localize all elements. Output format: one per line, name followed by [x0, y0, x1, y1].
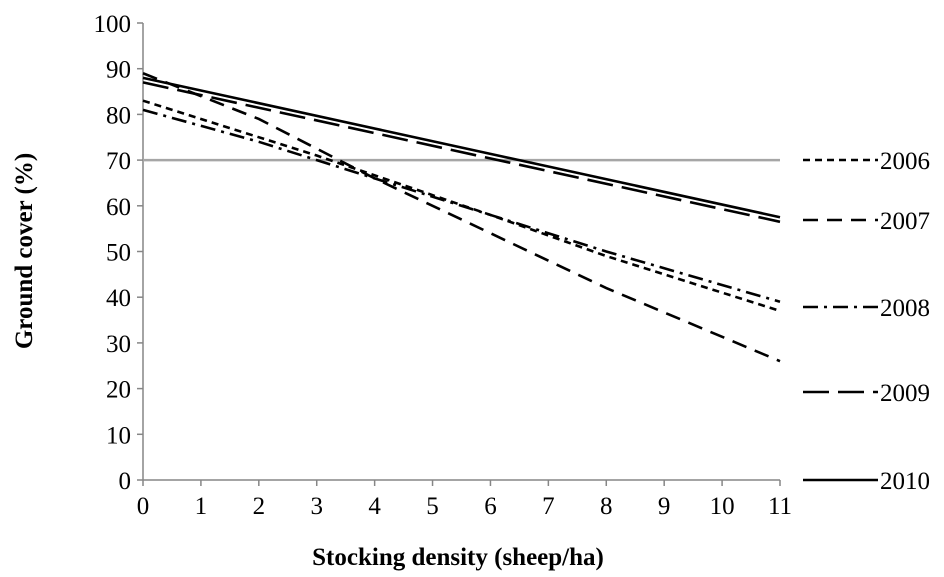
series-line-2010	[142, 76, 781, 219]
x-tick-label: 8	[600, 493, 613, 520]
y-tick-label: 70	[106, 148, 131, 175]
y-tick-label: 100	[94, 11, 132, 38]
x-axis-title: Stocking density (sheep/ha)	[312, 544, 604, 571]
x-axis-tick-labels: 0 1 2 3 4 5 6 7 8 9 10 11	[137, 493, 792, 520]
series-line-2008	[142, 108, 781, 304]
y-tick-label: 0	[119, 468, 132, 495]
y-tick-label: 50	[106, 240, 131, 267]
y-axis-tick-labels: 0 10 20 30 40 50 60 70 80 90 100	[94, 11, 132, 495]
series-lines	[142, 72, 781, 363]
x-axis-ticks	[142, 480, 781, 486]
x-tick-label: 5	[426, 493, 439, 520]
x-tick-label: 11	[768, 493, 792, 520]
y-tick-label: 60	[106, 194, 131, 221]
y-axis-ticks	[137, 22, 143, 481]
y-tick-label: 10	[106, 422, 131, 449]
x-tick-label: 9	[658, 493, 671, 520]
x-tick-label: 1	[195, 493, 208, 520]
series-line-2009	[142, 81, 781, 224]
x-tick-label: 3	[310, 493, 323, 520]
legend-label-2009: 2009	[880, 380, 930, 407]
legend-label-2006: 2006	[880, 148, 930, 175]
y-tick-label: 90	[106, 57, 131, 84]
y-tick-label: 30	[106, 331, 131, 358]
y-axis-title: Ground cover (%)	[11, 153, 38, 349]
y-tick-label: 20	[106, 377, 131, 404]
x-tick-label: 6	[484, 493, 497, 520]
series-line-2007	[142, 72, 781, 363]
legend: 2006 2007 2008 2009 2010	[803, 148, 930, 495]
x-tick-label: 2	[253, 493, 266, 520]
x-tick-label: 7	[542, 493, 555, 520]
x-tick-label: 0	[137, 493, 150, 520]
x-tick-label: 4	[368, 493, 381, 520]
x-tick-label: 10	[710, 493, 735, 520]
y-tick-label: 80	[106, 102, 131, 129]
legend-label-2008: 2008	[880, 295, 930, 322]
y-tick-label: 40	[106, 285, 131, 312]
legend-label-2010: 2010	[880, 468, 930, 495]
legend-label-2007: 2007	[880, 208, 930, 235]
